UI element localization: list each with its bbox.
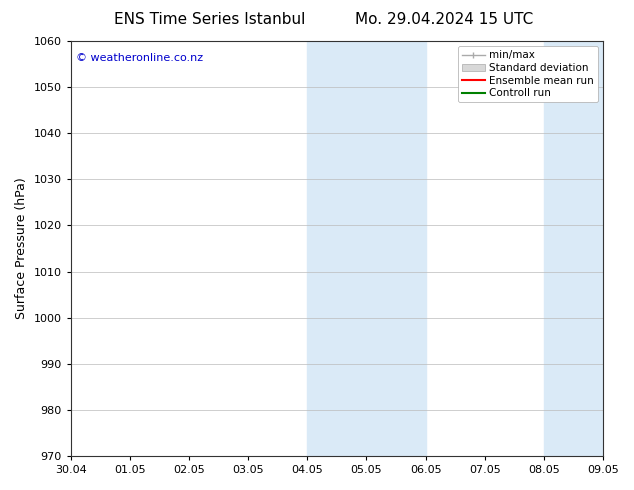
Y-axis label: Surface Pressure (hPa): Surface Pressure (hPa)	[15, 178, 28, 319]
Legend: min/max, Standard deviation, Ensemble mean run, Controll run: min/max, Standard deviation, Ensemble me…	[458, 46, 598, 102]
Bar	[544, 41, 603, 456]
Bar	[307, 41, 425, 456]
Text: © weatheronline.co.nz: © weatheronline.co.nz	[76, 53, 203, 64]
Text: Mo. 29.04.2024 15 UTC: Mo. 29.04.2024 15 UTC	[354, 12, 533, 27]
Text: ENS Time Series Istanbul: ENS Time Series Istanbul	[113, 12, 305, 27]
